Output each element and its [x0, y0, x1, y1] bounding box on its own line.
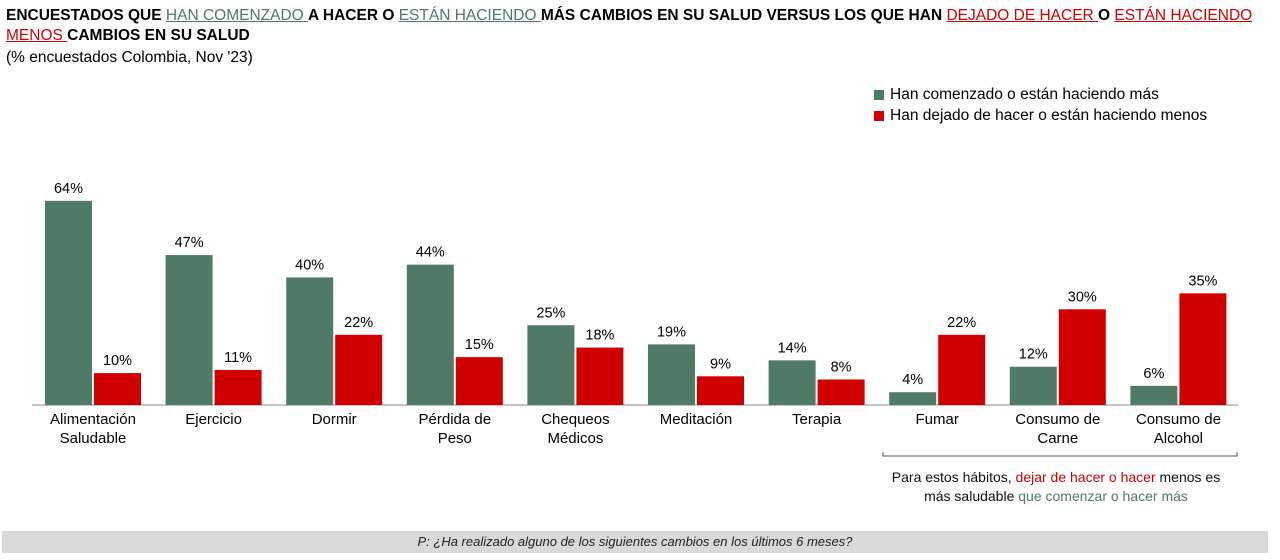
bar [648, 344, 695, 405]
title-segment: ENCUESTADOS QUE [6, 7, 166, 24]
bar [455, 357, 503, 405]
data-label: 14% [778, 340, 807, 356]
chart-subtitle: (% encuestados Colombia, Nov '23) [6, 49, 253, 66]
data-label: 6% [1143, 366, 1164, 382]
bar [94, 373, 141, 405]
title-segment: CAMBIOS EN SU SALUD [67, 27, 250, 44]
category-label: Terapia [792, 411, 842, 428]
data-label: 47% [175, 235, 204, 251]
bar [527, 325, 575, 405]
bar [335, 334, 383, 405]
bar [406, 264, 454, 405]
legend: Han comenzado o están haciendo más Han d… [874, 84, 1207, 126]
category-label: Meditación [660, 411, 733, 428]
category-label: Chequeos [541, 411, 609, 428]
bar [1179, 293, 1227, 405]
data-label: 9% [710, 356, 731, 372]
title-segment: ESTÁN HACIENDO MENOS [6, 7, 1253, 44]
bar-chart: 64% 10% Alimentación Saludable 47% 11% Ejercic… [32, 181, 1238, 457]
question-footer: P: ¿Ha realizado alguno de los siguiente… [2, 531, 1268, 553]
category-label: Saludable [60, 430, 127, 447]
bar [45, 200, 92, 405]
note-text: menos es más saludable [924, 469, 1221, 504]
data-label: 30% [1068, 289, 1097, 305]
category-label: Dormir [312, 411, 357, 428]
bar [165, 255, 213, 405]
legend-item: Han comenzado o están haciendo más [874, 84, 1207, 105]
data-label: 19% [657, 324, 686, 340]
legend-item: Han dejado de hacer o están haciendo men… [874, 105, 1207, 126]
bar [1058, 309, 1106, 405]
data-label: 35% [1188, 273, 1217, 289]
category-label: Ejercicio [185, 411, 242, 428]
title-segment: HAN COMENZADO [165, 7, 308, 24]
data-label: 22% [947, 315, 976, 331]
legend-swatch [874, 110, 884, 121]
bracket [882, 452, 1238, 457]
note-text-green: que comenzar o hacer más [1018, 488, 1188, 504]
category-label: Pérdida de [419, 411, 492, 428]
title-segment: DEJADO DE HACER [946, 7, 1099, 24]
bar [1009, 366, 1057, 405]
title-segment: A HACER O [308, 7, 399, 24]
chart-title: ENCUESTADOS QUE HAN COMENZADO A HACER O … [6, 6, 1266, 46]
legend-swatch [874, 89, 884, 100]
bar [889, 392, 937, 405]
data-label: 44% [416, 245, 445, 261]
data-label: 15% [465, 337, 494, 353]
legend-label: Han dejado de hacer o están haciendo men… [890, 107, 1208, 124]
bar [286, 277, 334, 405]
data-label: 22% [344, 315, 373, 331]
data-label: 64% [54, 181, 83, 197]
category-label: Peso [438, 430, 472, 447]
bar [768, 360, 816, 405]
category-label: Alcohol [1154, 430, 1203, 447]
bar [817, 379, 865, 405]
category-label: Consumo de [1136, 411, 1221, 428]
bar [1130, 385, 1178, 405]
data-label: 25% [536, 305, 565, 321]
data-label: 10% [103, 353, 132, 369]
category-label: Carne [1037, 430, 1078, 447]
bar [697, 376, 744, 405]
title-segment: O [1098, 7, 1115, 24]
data-label: 12% [1019, 347, 1048, 363]
legend-label: Han comenzado o están haciendo más [890, 86, 1159, 103]
data-label: 4% [902, 372, 923, 388]
data-label: 8% [831, 359, 852, 375]
bar [214, 369, 262, 405]
data-label: 18% [585, 328, 614, 344]
category-label: Consumo de [1015, 411, 1100, 428]
title-segment: ESTÁN HACIENDO [398, 7, 541, 24]
category-label: Fumar [916, 411, 959, 428]
category-label: Médicos [547, 430, 603, 447]
bar [576, 347, 624, 405]
bar [938, 334, 986, 405]
note-text-red: dejar de hacer o hacer [1015, 469, 1156, 485]
data-label: 40% [295, 257, 324, 273]
data-label: 11% [224, 350, 252, 366]
title-segment: MÁS CAMBIOS EN SU SALUD VERSUS LOS QUE H… [540, 7, 947, 24]
note-text: Para estos hábitos, [891, 469, 1016, 485]
annotation-note: Para estos hábitos, dejar de hacer o hac… [880, 468, 1232, 506]
category-label: Alimentación [50, 411, 136, 428]
